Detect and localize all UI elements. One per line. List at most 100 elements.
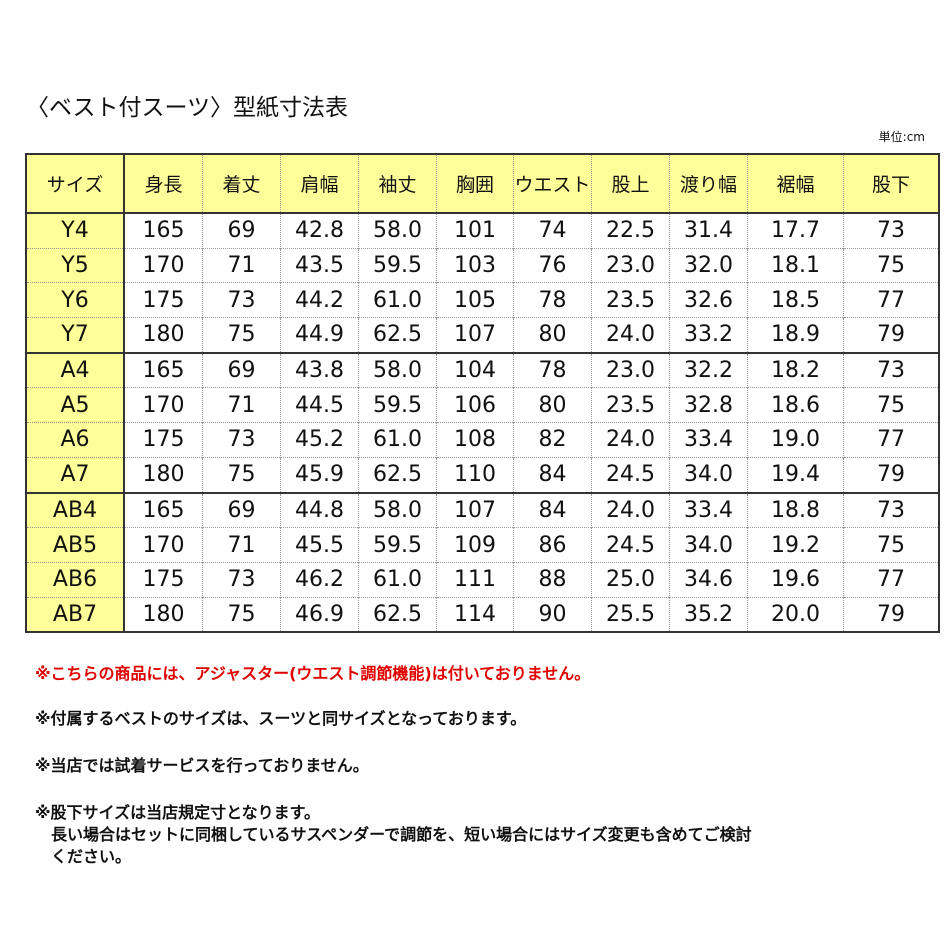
table-cell: 77 — [843, 561, 939, 598]
column-header: ウエスト — [513, 153, 592, 214]
table-cell: 165 — [123, 351, 203, 388]
table-cell: 23.0 — [591, 351, 670, 388]
table-cell: 170 — [123, 527, 203, 563]
table-cell: 61.0 — [358, 282, 437, 318]
table-cell: 73 — [202, 282, 281, 318]
table-cell: 45.2 — [280, 422, 359, 458]
table-cell: 170 — [123, 247, 203, 283]
table-cell: 32.0 — [669, 247, 748, 283]
column-header: サイズ — [26, 153, 125, 214]
table-cell: 44.2 — [280, 282, 359, 318]
size-cell: Y7 — [26, 317, 125, 353]
table-cell: 23.5 — [591, 387, 670, 423]
table-cell: 110 — [436, 456, 514, 493]
table-cell: 170 — [123, 387, 203, 423]
table-row: A4 165 69 43.8 58.0 104 78 23.0 32.2 18.2 73 — [26, 351, 939, 388]
table-row: A7 180 75 45.9 62.5 110 84 24.5 34.0 19.4 79 — [26, 456, 939, 493]
size-cell: A4 — [26, 351, 125, 388]
column-header: 股上 — [591, 153, 670, 214]
table-cell: 32.8 — [669, 387, 748, 423]
table-cell: 46.2 — [280, 561, 359, 598]
table-cell: 103 — [436, 247, 514, 283]
column-header: 渡り幅 — [669, 153, 748, 214]
table-cell: 165 — [123, 212, 203, 249]
table-cell: 165 — [123, 491, 203, 528]
note-fitting: ※当店では試着サービスを行っておりません。 — [35, 756, 369, 775]
table-row: A5 170 71 44.5 59.5 106 80 23.5 32.8 18.6 75 — [26, 387, 939, 423]
size-cell: AB6 — [26, 561, 125, 598]
unit-label: 単位:cm — [878, 130, 925, 144]
table-cell: 71 — [202, 247, 281, 283]
table-row: AB4 165 69 44.8 58.0 107 84 24.0 33.4 18.8 73 — [26, 491, 939, 528]
size-table: サイズ 身長 着丈 肩幅 袖丈 胸囲 ウエスト 股上 渡り幅 裾幅 股下 Y4 165 69 42.8 58… — [25, 153, 940, 634]
table-cell: 31.4 — [669, 212, 748, 249]
table-cell: 62.5 — [358, 596, 437, 633]
table-row: AB6 175 73 46.2 61.0 111 88 25.0 34.6 19.6 77 — [26, 561, 939, 598]
table-cell: 69 — [202, 212, 281, 249]
table-cell: 175 — [123, 422, 203, 458]
column-header: 身長 — [123, 153, 203, 214]
table-cell: 73 — [202, 422, 281, 458]
table-cell: 19.4 — [747, 456, 844, 493]
table-cell: 180 — [123, 456, 203, 493]
table-cell: 18.5 — [747, 282, 844, 318]
table-cell: 59.5 — [358, 247, 437, 283]
table-cell: 175 — [123, 561, 203, 598]
table-row: A6 175 73 45.2 61.0 108 82 24.0 33.4 19.0 77 — [26, 422, 939, 458]
table-cell: 79 — [843, 456, 939, 493]
table-cell: 45.5 — [280, 527, 359, 563]
table-cell: 17.7 — [747, 212, 844, 249]
table-cell: 80 — [513, 317, 592, 353]
table-cell: 58.0 — [358, 491, 437, 528]
column-header: 袖丈 — [358, 153, 437, 214]
size-cell: Y4 — [26, 212, 125, 249]
table-cell: 175 — [123, 282, 203, 318]
table-cell: 33.4 — [669, 491, 748, 528]
table-cell: 18.9 — [747, 317, 844, 353]
table-cell: 75 — [843, 527, 939, 563]
table-cell: 24.5 — [591, 456, 670, 493]
table-cell: 23.0 — [591, 247, 670, 283]
table-cell: 180 — [123, 317, 203, 353]
table-cell: 88 — [513, 561, 592, 598]
note-vest: ※付属するベストのサイズは、スーツと同サイズとなっております。 — [35, 709, 527, 728]
table-row: Y6 175 73 44.2 61.0 105 78 23.5 32.6 18.5 77 — [26, 282, 939, 318]
table-cell: 61.0 — [358, 561, 437, 598]
table-cell: 69 — [202, 351, 281, 388]
table-cell: 18.6 — [747, 387, 844, 423]
column-header: 肩幅 — [280, 153, 359, 214]
table-cell: 71 — [202, 387, 281, 423]
table-cell: 34.6 — [669, 561, 748, 598]
table-cell: 35.2 — [669, 596, 748, 633]
table-cell: 24.0 — [591, 422, 670, 458]
table-row: AB5 170 71 45.5 59.5 109 86 24.5 34.0 19.2 75 — [26, 527, 939, 563]
table-cell: 32.2 — [669, 351, 748, 388]
table-cell: 104 — [436, 351, 514, 388]
size-cell: Y6 — [26, 282, 125, 318]
table-cell: 19.0 — [747, 422, 844, 458]
table-cell: 74 — [513, 212, 592, 249]
table-cell: 73 — [202, 561, 281, 598]
table-cell: 59.5 — [358, 527, 437, 563]
table-cell: 75 — [202, 317, 281, 353]
table-cell: 18.1 — [747, 247, 844, 283]
column-header: 胸囲 — [436, 153, 514, 214]
table-cell: 61.0 — [358, 422, 437, 458]
table-cell: 78 — [513, 282, 592, 318]
table-cell: 20.0 — [747, 596, 844, 633]
table-cell: 23.5 — [591, 282, 670, 318]
size-cell: AB4 — [26, 491, 125, 528]
table-cell: 43.5 — [280, 247, 359, 283]
note-adjuster: ※こちらの商品には、アジャスター(ウエスト調節機能)は付いておりません。 — [35, 664, 591, 683]
column-header: 股下 — [843, 153, 939, 214]
table-cell: 76 — [513, 247, 592, 283]
size-cell: Y5 — [26, 247, 125, 283]
table-cell: 101 — [436, 212, 514, 249]
table-cell: 90 — [513, 596, 592, 633]
table-cell: 73 — [843, 351, 939, 388]
table-cell: 25.5 — [591, 596, 670, 633]
table-cell: 79 — [843, 596, 939, 633]
table-cell: 45.9 — [280, 456, 359, 493]
table-cell: 111 — [436, 561, 514, 598]
table-cell: 58.0 — [358, 351, 437, 388]
